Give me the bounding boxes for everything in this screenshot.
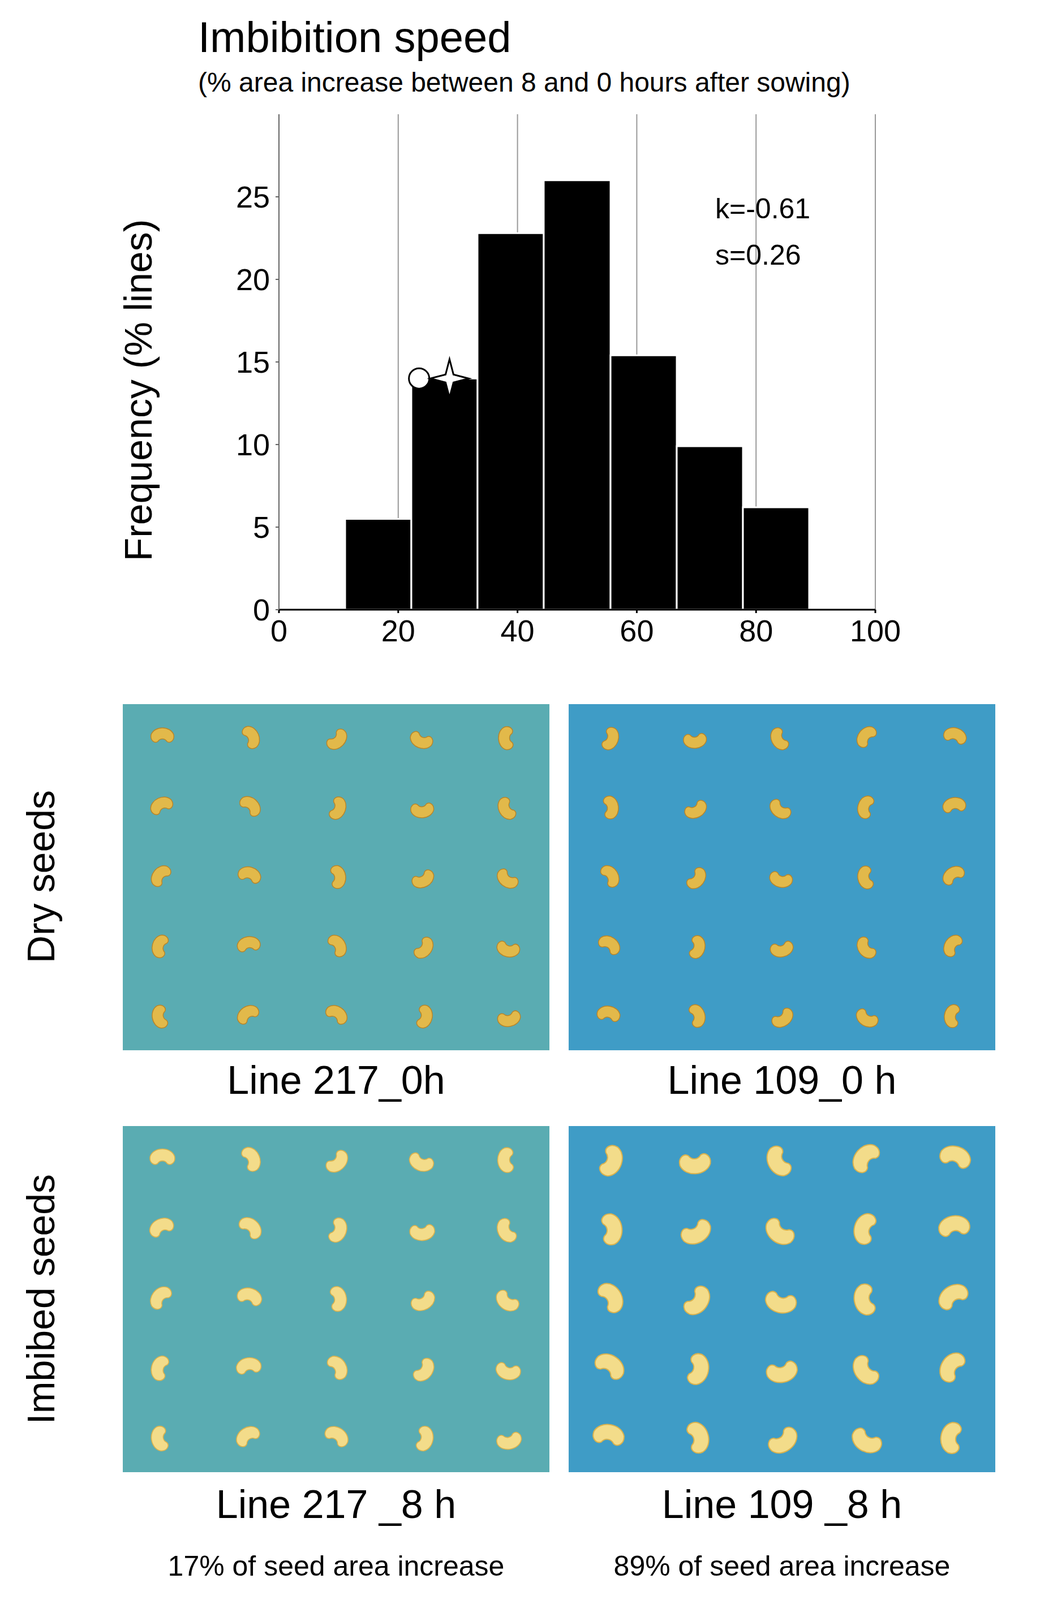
svg-text:60: 60 [619,613,654,648]
svg-text:80: 80 [738,613,773,648]
html-text:Line 217_0h: Line 217_0h [227,1058,446,1103]
html-text:(% area increase between 8 and: (% area increase between 8 and 0 hours a… [198,67,851,98]
html-text:89% of seed area increase: 89% of seed area increase [613,1550,951,1583]
html-text:k=-0.61: k=-0.61 [715,192,811,225]
svg-text:5: 5 [252,510,270,545]
svg-text:0: 0 [270,613,288,648]
html-text:Line 217 _8 h: Line 217 _8 h [216,1483,457,1528]
html-text:17% of seed area increase: 17% of seed area increase [167,1550,505,1583]
svg-text:15: 15 [235,345,270,380]
svg-text:100: 100 [849,613,901,648]
svg-text:0: 0 [252,592,270,627]
html-text:Imbibition speed: Imbibition speed [198,13,512,62]
svg-text:40: 40 [500,613,535,648]
html-text:Imbibed seeds: Imbibed seeds [19,1174,63,1425]
svg-text:10: 10 [235,427,270,462]
svg-text:20: 20 [235,262,270,297]
html-text:Line 109 _8 h: Line 109 _8 h [661,1483,902,1528]
svg-text:20: 20 [381,613,416,648]
html-text:Line 109_0 h: Line 109_0 h [667,1058,897,1103]
html-text:Dry seeds: Dry seeds [19,790,63,964]
svg-text:25: 25 [235,179,270,214]
html-text:s=0.26: s=0.26 [715,239,801,272]
html-text:Frequency (% lines): Frequency (% lines) [116,219,160,562]
